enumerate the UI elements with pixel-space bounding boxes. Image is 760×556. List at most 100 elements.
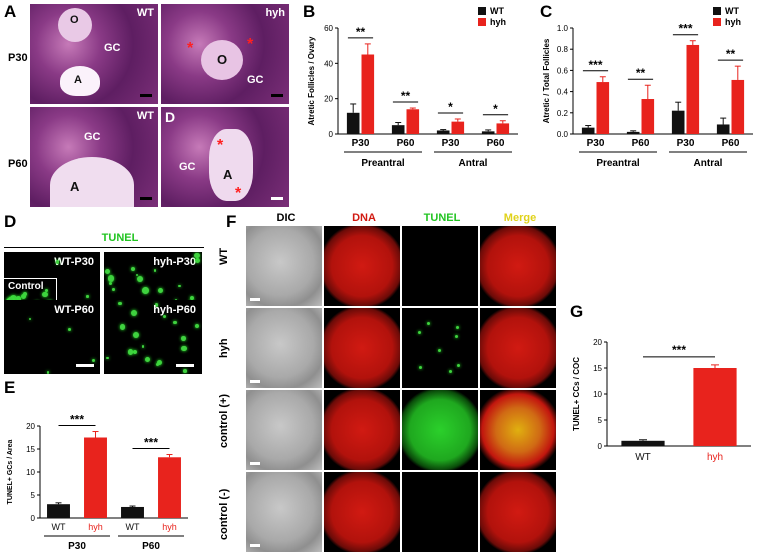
y-tick-label: 15 — [593, 364, 602, 373]
column-header-tunel: TUNEL — [423, 212, 461, 224]
coc-image-dic-4 — [246, 472, 322, 552]
x-tick-label: hyh — [88, 522, 103, 532]
significance-mark: * — [493, 102, 498, 116]
significance-mark: *** — [678, 22, 692, 36]
panel-d-title: TUNEL — [101, 232, 139, 244]
mark-gc: GC — [179, 161, 196, 173]
scale-bar — [250, 544, 260, 547]
legend-swatch-wt — [478, 7, 486, 15]
column-header-merge: Merge — [503, 212, 537, 224]
significance-mark: ** — [356, 25, 366, 39]
bar-wt — [716, 124, 730, 134]
coc-image-merge-2 — [480, 308, 556, 388]
scale-bar — [140, 94, 152, 97]
scale-bar — [271, 94, 283, 97]
coc-image-dna-3 — [324, 390, 400, 470]
tunel-positive-cell — [42, 291, 48, 298]
tunel-positive-cell — [46, 371, 49, 374]
tile-label: WT-P30 — [54, 256, 94, 268]
x-tick-label: P30 — [352, 138, 370, 149]
bar-hyh — [158, 457, 181, 518]
chart-e: 0 5 10 15 20 TUNEL+ GCs / Area WT hyh WT hyh *** P3… — [7, 413, 188, 552]
bar-wt — [621, 440, 665, 446]
y-tick-label: 20 — [26, 422, 35, 431]
tunel-positive-cell — [131, 266, 136, 271]
group-label: P30 — [68, 541, 86, 552]
tunel-positive-cell — [155, 362, 160, 367]
significance-mark: ** — [636, 66, 646, 80]
tunel-tile-hyh-p60: hyh-P60 — [104, 300, 202, 374]
tunel-positive-cell — [135, 273, 138, 277]
tunel-positive-cell — [153, 269, 157, 272]
x-tick-label: P60 — [487, 138, 505, 149]
micrograph-hyh-p60: D GC A * * — [161, 107, 289, 207]
mark-o: O — [217, 52, 228, 67]
coc-image-dic-1 — [246, 226, 322, 306]
legend-label: WT — [490, 6, 504, 16]
tunel-tile-wt-p60: WT-P60 — [4, 300, 100, 374]
tunel-positive-cell — [108, 281, 113, 285]
micrograph-wt-p30: WT O GC A — [30, 4, 158, 104]
group-label: Preantral — [596, 158, 640, 169]
micrograph-hyh-p30: hyh O GC * * — [161, 4, 289, 104]
tunel-positive-cell — [104, 268, 111, 274]
scale-bar — [250, 380, 260, 383]
bar-wt — [671, 110, 685, 134]
y-tick-label: 1.0 — [557, 24, 569, 33]
coc-image-dna-2 — [324, 308, 400, 388]
tunel-positive-cell — [419, 366, 423, 370]
panel-f-label: F — [226, 212, 237, 231]
bar-wt — [346, 112, 360, 134]
coc-image-grid — [246, 226, 558, 554]
significance-mark: *** — [672, 343, 686, 357]
panel-g-label: G — [570, 302, 584, 321]
significance-mark: ** — [726, 47, 736, 61]
panel-a-row-label-p30: P30 — [8, 52, 28, 64]
tile-tag: WT — [136, 110, 154, 122]
coc-image-tunel-3 — [402, 390, 478, 470]
coc-image-dna-1 — [324, 226, 400, 306]
scale-bar — [176, 364, 194, 367]
y-tick-label: 0.0 — [557, 130, 569, 139]
tunel-positive-cell — [180, 336, 186, 341]
tunel-positive-cell — [195, 324, 200, 329]
group-label: P60 — [142, 541, 160, 552]
significance-mark: ** — [401, 89, 411, 103]
bar-wt — [581, 127, 595, 134]
panel-d-label: D — [4, 212, 17, 231]
tile-label: hyh-P60 — [153, 304, 196, 316]
mark-gc: GC — [104, 42, 121, 54]
coc-image-dna-4 — [324, 472, 400, 552]
tunel-positive-cell — [438, 348, 442, 352]
panel-b-label: B — [303, 2, 316, 21]
coc-image-tunel-2 — [402, 308, 478, 388]
coc-image-dic-3 — [246, 390, 322, 470]
y-tick-label: 5 — [598, 416, 603, 425]
y-axis-label: TUNEL+ GCs / Area — [7, 439, 14, 504]
group-label: Preantral — [361, 158, 405, 169]
tunel-positive-cell — [132, 332, 139, 339]
tunel-positive-cell — [127, 349, 134, 355]
tile-label: WT-P60 — [54, 304, 94, 316]
x-tick-label: hyh — [162, 522, 177, 532]
scale-bar — [140, 197, 152, 200]
significance-mark: *** — [588, 58, 602, 72]
inset-label: Control — [8, 281, 44, 292]
tunel-positive-cell — [106, 356, 109, 359]
tunel-positive-cell — [456, 363, 460, 367]
y-tick-label: 20 — [593, 338, 602, 347]
tunel-positive-cell — [156, 359, 163, 365]
tunel-positive-cell — [132, 349, 138, 354]
coc-image-tunel-4 — [402, 472, 478, 552]
y-tick-label: 0 — [31, 514, 36, 523]
tunel-positive-cell — [118, 301, 123, 306]
coc-image-merge-3 — [480, 390, 556, 470]
row-label-control-plus: control (+) — [218, 393, 230, 448]
bar-hyh — [641, 99, 655, 134]
coc-image-tunel-1 — [402, 226, 478, 306]
tunel-positive-cell — [107, 275, 115, 282]
chart-c: 0.0 0.2 0.4 0.6 0.8 1.0 Atretic / Total Follic… — [542, 6, 753, 169]
y-axis-label: Atretic Follicles / Ovary — [307, 36, 316, 125]
tunel-positive-cell — [448, 370, 452, 374]
tunel-positive-cell — [183, 369, 187, 373]
